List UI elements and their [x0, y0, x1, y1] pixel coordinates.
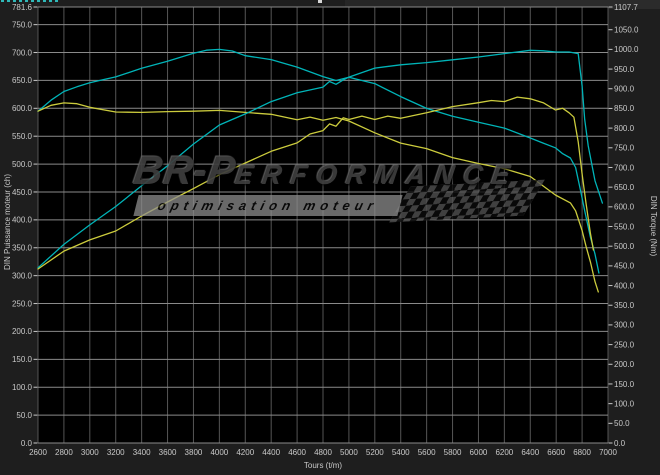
y-left-tick-label: 0.0	[21, 439, 33, 448]
y-left-tick-label: 200.0	[12, 327, 33, 336]
x-tick-label: 6200	[495, 448, 513, 457]
y-right-tick-label: 450.0	[614, 262, 635, 271]
x-axis-title: Tours (t/m)	[304, 461, 343, 470]
x-tick-label: 6800	[573, 448, 591, 457]
x-tick-label: 3000	[81, 448, 99, 457]
titlebar-remnant	[530, 0, 660, 9]
clipped-title-fragment	[318, 0, 322, 3]
y-right-tick-label: 750.0	[614, 144, 635, 153]
y-left-axis-title: DIN Puissance moteur (ch)	[3, 174, 12, 270]
y-right-tick-label: 150.0	[614, 380, 635, 389]
y-left-tick-label: 450.0	[12, 188, 33, 197]
x-tick-label: 3400	[133, 448, 151, 457]
clipped-legend-fragment	[1, 0, 59, 2]
x-tick-label: 5200	[366, 448, 384, 457]
titlebar-remnant	[345, 0, 530, 9]
y-left-tick-label: 250.0	[12, 299, 33, 308]
y-left-tick-label: 50.0	[16, 411, 32, 420]
dyno-curves	[37, 48, 604, 293]
y-right-tick-label: 850.0	[614, 104, 635, 113]
y-left-tick-label: 650.0	[12, 76, 33, 85]
y-right-tick-label: 350.0	[614, 301, 635, 310]
y-left-tick-label: 150.0	[12, 355, 33, 364]
x-tick-label: 3200	[107, 448, 125, 457]
x-tick-label: 6400	[521, 448, 539, 457]
y-right-axis-title: DIN Torque (Nm)	[649, 196, 658, 257]
y-right-tick-label: 100.0	[614, 399, 635, 408]
y-right-tick-label: 1000.0	[614, 45, 639, 54]
x-tick-label: 4800	[314, 448, 332, 457]
x-tick-label: 5600	[418, 448, 436, 457]
x-tick-label: 5400	[392, 448, 410, 457]
y-left-tick-label: 700.0	[12, 48, 33, 57]
y-left-tick-label: 500.0	[12, 160, 33, 169]
y-right-tick-label: 650.0	[614, 183, 635, 192]
x-tick-label: 7000	[599, 448, 617, 457]
curve-power-modified	[37, 49, 604, 269]
y-right-tick-label: 950.0	[614, 65, 635, 74]
y-left-tick-label: 600.0	[12, 104, 33, 113]
y-right-tick-label: 600.0	[614, 203, 635, 212]
curve-power-original	[37, 96, 595, 270]
y-right-tick-label: 900.0	[614, 85, 635, 94]
y-right-tick-label: 50.0	[614, 419, 630, 428]
y-left-tick-label: 781.6	[12, 3, 33, 12]
y-right-tick-label: 800.0	[614, 124, 635, 133]
x-tick-label: 2800	[55, 448, 73, 457]
y-right-tick-label: 400.0	[614, 281, 635, 290]
y-left-tick-label: 400.0	[12, 216, 33, 225]
y-right-tick-label: 1107.7	[614, 3, 638, 12]
axis-labels: 781.6 750.0 700.0 650.0 600.0 550.0 500.0 450.0…	[3, 3, 658, 470]
x-tick-label: 6600	[547, 448, 565, 457]
x-tick-label: 4600	[288, 448, 306, 457]
y-right-tick-label: 550.0	[614, 222, 635, 231]
y-right-tick-label: 250.0	[614, 340, 635, 349]
grid-lines	[37, 6, 609, 444]
y-right-tick-label: 700.0	[614, 163, 635, 172]
x-tick-label: 6000	[470, 448, 488, 457]
x-tick-label: 5000	[340, 448, 358, 457]
y-right-tick-label: 200.0	[614, 360, 635, 369]
y-left-tick-label: 100.0	[12, 383, 33, 392]
y-right-tick-label: 1050.0	[614, 26, 639, 35]
y-right-tick-label: 500.0	[614, 242, 635, 251]
x-tick-label: 4400	[262, 448, 280, 457]
y-right-tick-label: 300.0	[614, 321, 635, 330]
x-tick-label: 5800	[444, 448, 462, 457]
x-tick-label: 3600	[159, 448, 177, 457]
y-left-tick-label: 300.0	[12, 271, 33, 280]
y-left-tick-label: 750.0	[12, 20, 33, 29]
y-right-tick-label: 0.0	[614, 439, 626, 448]
x-tick-label: 4000	[210, 448, 228, 457]
x-tick-label: 4200	[236, 448, 254, 457]
x-tick-label: 2600	[29, 448, 47, 457]
y-left-tick-label: 550.0	[12, 132, 33, 141]
x-tick-label: 3800	[185, 448, 203, 457]
y-left-tick-label: 350.0	[12, 244, 33, 253]
